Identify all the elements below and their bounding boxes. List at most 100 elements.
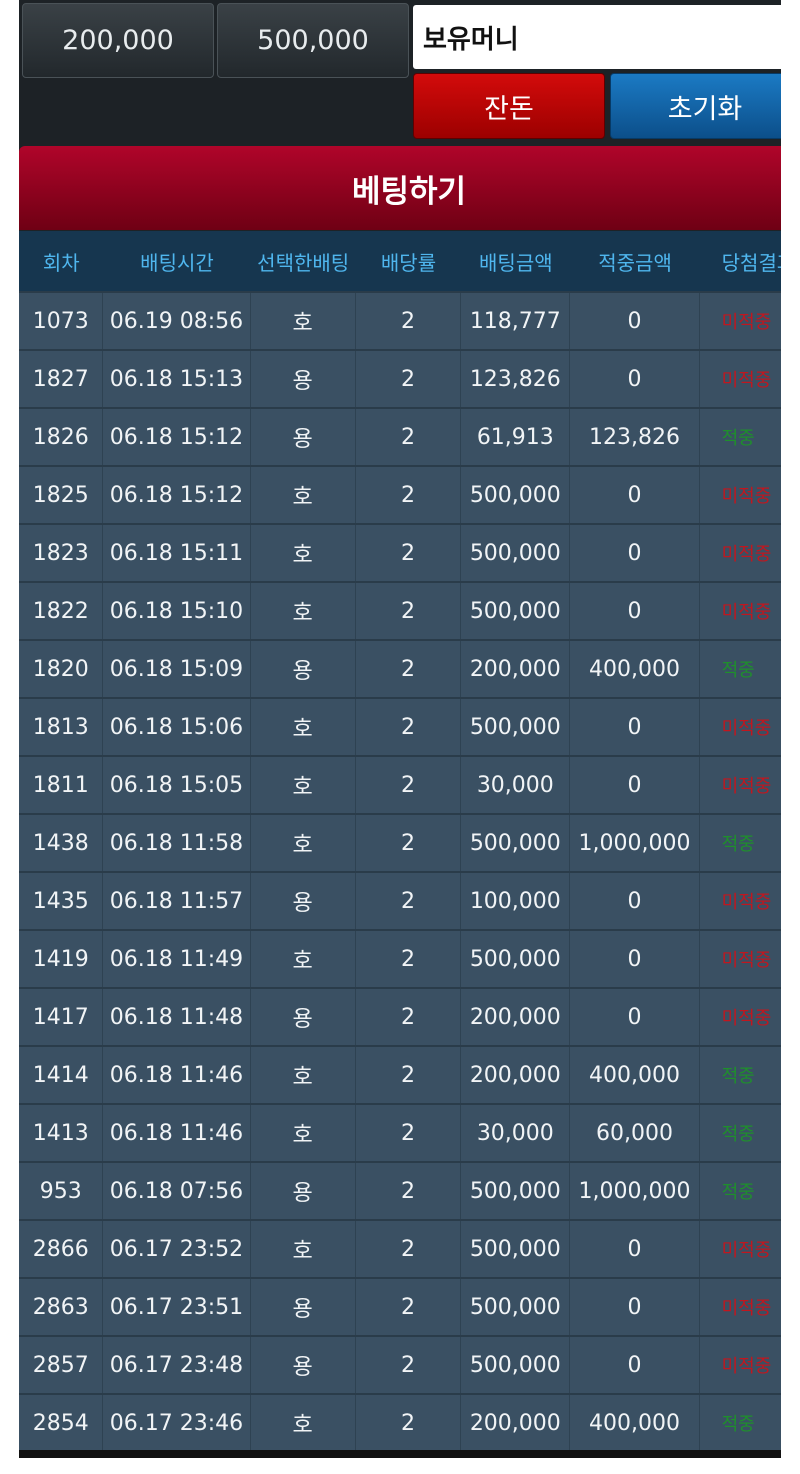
result-value: 미적중 [721, 892, 772, 913]
cell-selection: 호 [251, 1047, 356, 1103]
reset-button[interactable]: 초기화 [610, 73, 781, 139]
place-bet-button[interactable]: 베팅하기 [19, 146, 781, 230]
bet-amount-value: 200,000 [469, 1004, 561, 1030]
table-row: 2854 06.17 23:46 호 2 200,000 400,000 적중 [19, 1393, 781, 1450]
money-label: 보유머니 [423, 24, 519, 55]
cell-bet-time: 06.18 15:06 [103, 699, 251, 755]
cell-win-amount: 0 [570, 873, 700, 929]
cell-odds: 2 [356, 351, 462, 407]
cell-bet-amount: 500,000 [461, 1337, 571, 1393]
bet-amount-value: 200,000 [469, 1410, 561, 1436]
cell-bet-amount: 500,000 [461, 815, 571, 871]
result-value: 미적중 [721, 370, 772, 391]
odds-value: 2 [400, 830, 415, 856]
win-amount-value: 0 [627, 772, 642, 798]
selection-value: 호 [292, 311, 313, 336]
cell-bet-amount: 61,913 [461, 409, 571, 465]
betting-panel: 200,000 500,000 보유머니 0 잔돈 초기화 베팅하기 회차 배팅… [19, 0, 781, 1450]
odds-value: 2 [400, 598, 415, 624]
win-amount-value: 0 [627, 1236, 642, 1262]
win-amount-value: 0 [627, 598, 642, 624]
odds-value: 2 [400, 1178, 415, 1204]
bet-amount-value: 200,000 [469, 1062, 561, 1088]
cell-result: 미적중 [700, 699, 781, 755]
win-amount-value: 400,000 [589, 656, 681, 682]
cell-odds: 2 [356, 583, 462, 639]
cell-selection: 호 [251, 583, 356, 639]
odds-value: 2 [400, 772, 415, 798]
cell-round: 2854 [19, 1395, 104, 1450]
round-value: 1822 [32, 598, 89, 624]
round-value: 1825 [32, 482, 89, 508]
cell-bet-time: 06.18 11:49 [103, 931, 251, 987]
cell-round: 1417 [19, 989, 104, 1045]
bet-time-value: 06.18 11:58 [109, 830, 244, 856]
bet-history-table: 회차 배팅시간 선택한배팅 배당률 배팅금액 적중금액 당첨결과 1073 06.… [19, 231, 781, 1450]
cell-result: 적중 [700, 1105, 781, 1161]
cell-win-amount: 400,000 [570, 1395, 700, 1450]
cell-round: 1435 [19, 873, 104, 929]
result-value: 미적중 [721, 1240, 772, 1261]
table-row: 1820 06.18 15:09 용 2 200,000 400,000 적중 [19, 639, 781, 697]
result-value: 미적중 [721, 718, 772, 739]
table-row: 1811 06.18 15:05 호 2 30,000 0 미적중 [19, 755, 781, 813]
cell-round: 2866 [19, 1221, 104, 1277]
round-value: 2854 [32, 1410, 89, 1436]
bet-amount-value: 500,000 [469, 946, 561, 972]
amount-200000-button[interactable]: 200,000 [22, 3, 214, 78]
cell-odds: 2 [356, 467, 462, 523]
cell-round: 1073 [19, 293, 104, 349]
cell-bet-time: 06.18 11:58 [103, 815, 251, 871]
table-row: 1825 06.18 15:12 호 2 500,000 0 미적중 [19, 465, 781, 523]
table-row: 1813 06.18 15:06 호 2 500,000 0 미적중 [19, 697, 781, 755]
cell-result: 미적중 [700, 583, 781, 639]
bet-time-value: 06.17 23:51 [109, 1294, 244, 1320]
cell-win-amount: 1,000,000 [570, 815, 700, 871]
cell-selection: 호 [251, 699, 356, 755]
cell-odds: 2 [356, 873, 462, 929]
selection-value: 용 [292, 1181, 313, 1206]
cell-selection: 호 [251, 1395, 356, 1450]
cell-odds: 2 [356, 293, 462, 349]
cell-result: 미적중 [700, 873, 781, 929]
bet-amount-value: 500,000 [469, 1352, 561, 1378]
result-value: 적중 [721, 834, 755, 855]
cell-round: 1414 [19, 1047, 104, 1103]
table-row: 1827 06.18 15:13 용 2 123,826 0 미적중 [19, 349, 781, 407]
round-value: 2857 [32, 1352, 89, 1378]
cell-bet-time: 06.18 11:57 [103, 873, 251, 929]
cell-result: 적중 [700, 641, 781, 697]
cell-win-amount: 0 [570, 1279, 700, 1335]
cell-win-amount: 400,000 [570, 1047, 700, 1103]
balance-button[interactable]: 잔돈 [413, 73, 605, 139]
money-display: 보유머니 0 [413, 5, 781, 69]
round-value: 1414 [32, 1062, 89, 1088]
table-row: 1823 06.18 15:11 호 2 500,000 0 미적중 [19, 523, 781, 581]
result-value: 적중 [721, 1414, 755, 1435]
bet-time-value: 06.18 15:11 [109, 540, 244, 566]
win-amount-value: 0 [627, 1294, 642, 1320]
cell-odds: 2 [356, 1047, 462, 1103]
result-value: 미적중 [721, 602, 772, 623]
bet-amount-value: 123,826 [469, 366, 561, 392]
round-value: 1438 [32, 830, 89, 856]
cell-result: 미적중 [700, 1221, 781, 1277]
bet-time-value: 06.18 15:12 [109, 482, 244, 508]
result-value: 미적중 [721, 950, 772, 971]
selection-value: 호 [292, 1413, 313, 1438]
result-value: 적중 [721, 1124, 755, 1145]
win-amount-value: 0 [627, 888, 642, 914]
cell-bet-amount: 500,000 [461, 525, 571, 581]
bet-time-value: 06.18 11:48 [109, 1004, 244, 1030]
bet-time-value: 06.18 11:46 [109, 1120, 244, 1146]
selection-value: 용 [292, 1355, 313, 1380]
selection-value: 호 [292, 543, 313, 568]
bet-amount-value: 30,000 [476, 1120, 554, 1146]
bet-time-value: 06.17 23:52 [109, 1236, 244, 1262]
cell-odds: 2 [356, 1337, 462, 1393]
win-amount-value: 400,000 [589, 1410, 681, 1436]
amount-500000-button[interactable]: 500,000 [217, 3, 409, 78]
table-row: 1073 06.19 08:56 호 2 118,777 0 미적중 [19, 291, 781, 349]
cell-round: 1813 [19, 699, 104, 755]
header-result: 당첨결과 [721, 250, 781, 275]
